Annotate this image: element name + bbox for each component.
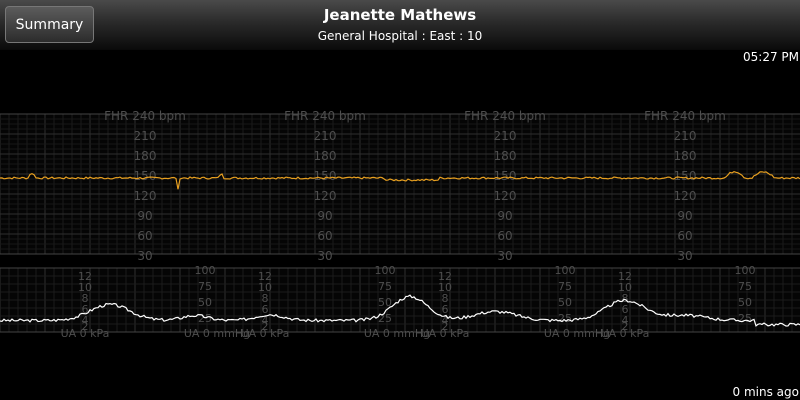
fhr-scale-value: 120 [494, 189, 517, 203]
ua-mmhg-scale-value: 100 [555, 264, 576, 277]
ua-mmhg-scale-value: 100 [735, 264, 756, 277]
ua-mmhg-scale-value: 100 [195, 264, 216, 277]
fhr-scale-value: 180 [494, 149, 517, 163]
ua-kpa-scale-value: 12 [78, 270, 92, 283]
patient-location: General Hospital : East : 10 [317, 29, 483, 43]
ua-trace [0, 294, 800, 327]
ua-mmhg-scale-value: 75 [198, 280, 212, 293]
ua-mmhg-scale-value: 25 [198, 312, 212, 325]
ua-kpa-label: UA 0 kPa [421, 327, 470, 340]
ua-kpa-scale-value: 10 [258, 281, 272, 294]
ua-kpa-scale-value: 8 [622, 292, 629, 305]
elapsed-time: 0 mins ago [732, 385, 799, 399]
fhr-scale-value: 150 [494, 169, 517, 183]
ua-mmhg-scale-value: 75 [378, 280, 392, 293]
ua-kpa-label: UA 0 kPa [61, 327, 110, 340]
fhr-scale-value: 90 [497, 209, 512, 223]
current-time: 05:27 PM [743, 50, 799, 64]
ua-kpa-scale-value: 8 [82, 292, 89, 305]
ua-kpa-scale-value: 4 [262, 314, 269, 327]
fhr-scale-value: 150 [674, 169, 697, 183]
ua-kpa-label: UA 0 kPa [601, 327, 650, 340]
fhr-scale-value: 120 [314, 189, 337, 203]
ua-kpa-scale-value: 6 [622, 303, 629, 316]
fhr-scale-title: FHR 240 bpm [284, 110, 366, 123]
fhr-scale-value: 90 [317, 209, 332, 223]
fhr-scale-value: 60 [497, 229, 512, 243]
ua-mmhg-scale-value: 50 [198, 296, 212, 309]
fhr-scale-value: 30 [677, 249, 692, 263]
fhr-scale-value: 90 [677, 209, 692, 223]
fhr-scale-value: 180 [134, 149, 157, 163]
fhr-scale-value: 90 [137, 209, 152, 223]
ua-kpa-scale-value: 10 [618, 281, 632, 294]
ua-mmhg-scale-value: 25 [558, 312, 572, 325]
ua-kpa-scale-value: 2 [82, 320, 89, 333]
ua-kpa-scale-value: 10 [78, 281, 92, 294]
fhr-scale-value: 180 [314, 149, 337, 163]
header-bar: Summary Jeanette Mathews General Hospita… [0, 0, 800, 50]
ua-mmhg-label: UA 0 mmHg [184, 327, 250, 340]
fhr-scale-value: 210 [314, 129, 337, 143]
fhr-scale-value: 180 [674, 149, 697, 163]
ua-kpa-scale-value: 2 [442, 320, 449, 333]
fhr-scale-value: 210 [134, 129, 157, 143]
ua-kpa-scale-value: 12 [258, 270, 272, 283]
ua-kpa-scale-value: 4 [82, 314, 89, 327]
ua-mmhg-scale-value: 75 [558, 280, 572, 293]
ua-kpa-scale-value: 8 [442, 292, 449, 305]
ua-kpa-label: UA 0 kPa [241, 327, 290, 340]
fhr-scale-labels: FHR 240 bpm 210 180 150 120 90 60 30 FHR 240 bpm… [104, 110, 726, 263]
ua-mmhg-label: UA 0 mmHg [364, 327, 430, 340]
fhr-scale-value: 150 [134, 169, 157, 183]
ua-mmhg-scale-value: 50 [558, 296, 572, 309]
fhr-scale-value: 60 [137, 229, 152, 243]
ua-mmhg-scale-value: 25 [738, 312, 752, 325]
ua-kpa-scale-value: 12 [618, 270, 632, 283]
fhr-scale-title: FHR 240 bpm [644, 110, 726, 123]
ua-kpa-scale-value: 12 [438, 270, 452, 283]
fhr-scale-value: 30 [497, 249, 512, 263]
ua-kpa-scale-value: 8 [262, 292, 269, 305]
ua-kpa-scale-value: 4 [442, 314, 449, 327]
ua-kpa-scale-value: 6 [442, 303, 449, 316]
fhr-trace [0, 171, 800, 190]
fhr-scale-value: 30 [137, 249, 152, 263]
ua-kpa-scale-value: 10 [438, 281, 452, 294]
ua-kpa-scale-value: 2 [262, 320, 269, 333]
fhr-scale-value: 120 [134, 189, 157, 203]
ua-mmhg-label: UA 0 mmHg [544, 327, 610, 340]
ua-kpa-scale-value: 4 [622, 314, 629, 327]
ua-kpa-scale-value: 6 [262, 303, 269, 316]
ua-mmhg-scale-value: 50 [378, 296, 392, 309]
fhr-scale-value: 60 [677, 229, 692, 243]
fhr-scale-value: 120 [674, 189, 697, 203]
ua-kpa-scale-value: 6 [82, 303, 89, 316]
fhr-scale-value: 30 [317, 249, 332, 263]
ua-mmhg-scale-value: 100 [375, 264, 396, 277]
fhr-scale-value: 210 [494, 129, 517, 143]
ua-mmhg-scale-value: 50 [738, 296, 752, 309]
fhr-grid [0, 113, 800, 255]
fhr-scale-title: FHR 240 bpm [464, 110, 546, 123]
ua-kpa-scale-value: 2 [622, 320, 629, 333]
ua-mmhg-scale-value: 75 [738, 280, 752, 293]
fhr-scale-value: 210 [674, 129, 697, 143]
fhr-scale-value: 60 [317, 229, 332, 243]
summary-button[interactable]: Summary [5, 6, 94, 43]
fhr-scale-value: 150 [314, 169, 337, 183]
patient-name: Jeanette Mathews [323, 6, 477, 24]
fhr-scale-title: FHR 240 bpm [104, 110, 186, 123]
